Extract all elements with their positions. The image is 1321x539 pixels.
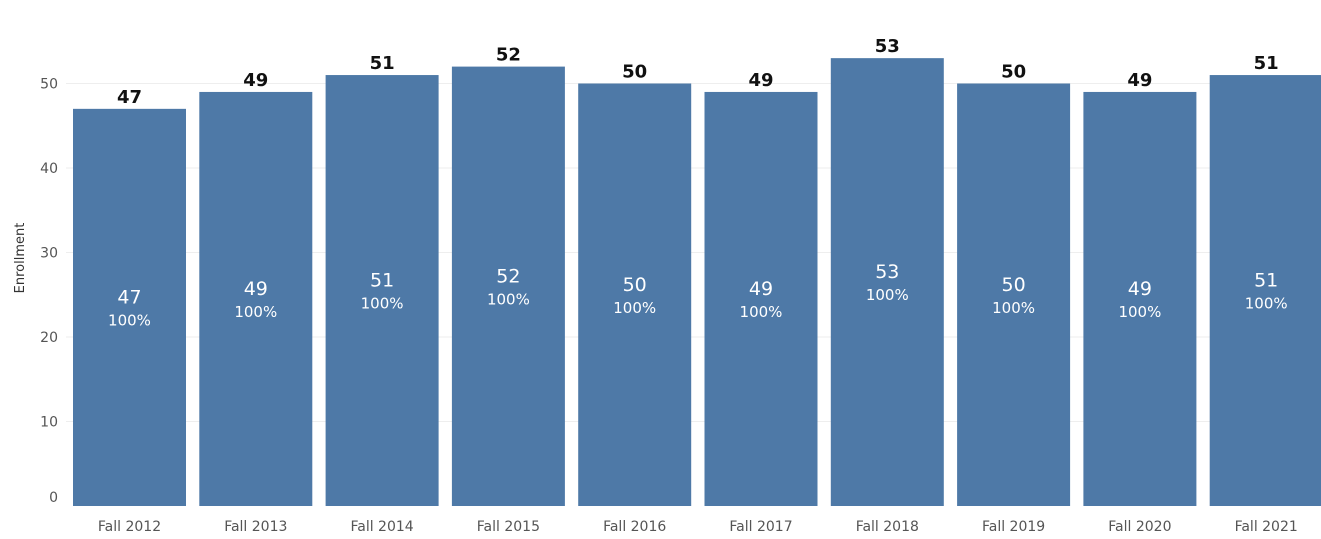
bar-value-label: 50 [1001, 62, 1026, 83]
bar-percent-label: 100% [613, 299, 656, 317]
bar-inner-value: 50 [623, 274, 647, 296]
y-tick-label: 10 [40, 415, 58, 431]
y-axis-ticks: 0 10 20 30 40 50 [40, 77, 58, 507]
bar-value-label: 51 [1254, 53, 1279, 74]
bar[interactable] [957, 83, 1071, 507]
bar-inner-value: 51 [1254, 270, 1278, 292]
bar[interactable] [325, 75, 439, 507]
bar[interactable] [451, 66, 565, 506]
x-category-label: Fall 2019 [982, 519, 1045, 534]
x-category-label: Fall 2016 [603, 519, 666, 534]
y-tick-label: 50 [40, 77, 58, 93]
bar-percent-label: 100% [361, 295, 404, 313]
y-axis-title: Enrollment [13, 223, 28, 294]
bar[interactable] [704, 91, 818, 506]
x-axis-categories: Fall 2012 Fall 2013 Fall 2014 Fall 2015 Fall… [98, 519, 1298, 535]
bar[interactable] [199, 91, 313, 506]
bar-value-label: 49 [748, 70, 773, 91]
bar-value-label: 53 [875, 36, 900, 57]
bar-percent-label: 100% [234, 303, 277, 321]
x-category-label: Fall 2021 [1235, 519, 1298, 534]
bar-percent-label: 100% [992, 299, 1035, 317]
bar[interactable] [1083, 91, 1197, 506]
bar-inner-value: 47 [117, 286, 141, 308]
bar-inner-value: 49 [749, 278, 773, 300]
bar-inner-value: 50 [1002, 274, 1026, 296]
bars [73, 58, 1321, 507]
x-category-label: Fall 2013 [224, 519, 287, 534]
bar-percent-label: 100% [108, 311, 151, 329]
y-tick-label: 0 [49, 490, 58, 506]
bar-inner-value: 53 [875, 261, 899, 283]
x-category-label: Fall 2020 [1108, 519, 1171, 534]
bar-inner-value: 49 [244, 278, 268, 300]
bar-value-label: 47 [117, 87, 142, 108]
bar-inner-value: 49 [1128, 278, 1152, 300]
x-category-label: Fall 2014 [350, 519, 413, 534]
bar-percent-label: 100% [740, 303, 783, 321]
x-category-label: Fall 2015 [477, 519, 540, 534]
bar-percent-label: 100% [866, 286, 909, 304]
bar[interactable] [1209, 75, 1321, 507]
bar-percent-label: 100% [1118, 303, 1161, 321]
bar-inner-value: 52 [496, 265, 520, 287]
bar[interactable] [73, 108, 186, 506]
y-tick-label: 40 [40, 161, 58, 177]
bar[interactable] [830, 58, 944, 507]
bar[interactable] [578, 83, 692, 507]
x-category-label: Fall 2017 [729, 519, 792, 534]
bar-value-label: 51 [370, 53, 395, 74]
bar-percent-label: 100% [487, 290, 530, 308]
bar-value-label: 52 [496, 45, 521, 66]
x-category-label: Fall 2018 [856, 519, 919, 534]
bar-value-label: 49 [1127, 70, 1152, 91]
y-tick-label: 30 [40, 246, 58, 262]
x-category-label: Fall 2012 [98, 519, 161, 534]
y-tick-label: 20 [40, 330, 58, 346]
bar-labels: 47 47 100% 49 49 100% 51 51 100% 52 52 100% 50 50 100%… [108, 36, 1288, 329]
bar-percent-label: 100% [1245, 295, 1288, 313]
bar-value-label: 50 [622, 62, 647, 83]
bar-value-label: 49 [243, 70, 268, 91]
bar-inner-value: 51 [370, 270, 394, 292]
